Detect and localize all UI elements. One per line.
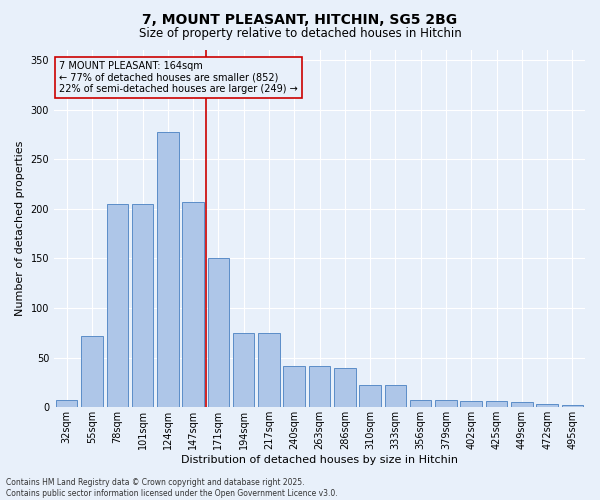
Bar [309, 366, 330, 408]
Text: Contains HM Land Registry data © Crown copyright and database right 2025.
Contai: Contains HM Land Registry data © Crown c… [6, 478, 338, 498]
Bar [359, 386, 381, 407]
Bar [283, 366, 305, 408]
Bar [182, 202, 204, 408]
Text: Size of property relative to detached houses in Hitchin: Size of property relative to detached ho… [139, 28, 461, 40]
X-axis label: Distribution of detached houses by size in Hitchin: Distribution of detached houses by size … [181, 455, 458, 465]
Bar [334, 368, 356, 408]
Text: 7 MOUNT PLEASANT: 164sqm
← 77% of detached houses are smaller (852)
22% of semi-: 7 MOUNT PLEASANT: 164sqm ← 77% of detach… [59, 60, 298, 94]
Text: 7, MOUNT PLEASANT, HITCHIN, SG5 2BG: 7, MOUNT PLEASANT, HITCHIN, SG5 2BG [142, 12, 458, 26]
Bar [233, 333, 254, 407]
Bar [511, 402, 533, 407]
Bar [435, 400, 457, 407]
Bar [56, 400, 77, 407]
Bar [536, 404, 558, 407]
Y-axis label: Number of detached properties: Number of detached properties [15, 141, 25, 316]
Bar [258, 333, 280, 407]
Bar [385, 386, 406, 407]
Bar [486, 402, 507, 407]
Bar [562, 406, 583, 407]
Bar [208, 258, 229, 408]
Bar [107, 204, 128, 408]
Bar [81, 336, 103, 407]
Bar [157, 132, 179, 407]
Bar [132, 204, 153, 408]
Bar [410, 400, 431, 407]
Bar [460, 402, 482, 407]
